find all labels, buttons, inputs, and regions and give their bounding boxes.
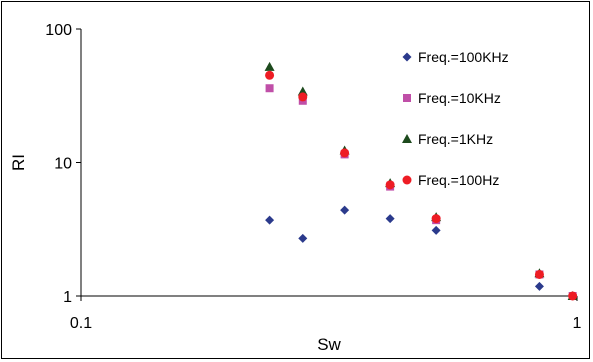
legend-item: Freq.=100KHz — [402, 49, 509, 65]
data-point — [340, 148, 350, 158]
legend-label: Freq.=100KHz — [418, 49, 509, 65]
data-point — [298, 233, 308, 243]
data-point — [265, 215, 275, 225]
legend-item: Freq.=1KHz — [402, 131, 493, 147]
data-point — [534, 269, 544, 279]
legend-label: Freq.=100Hz — [418, 172, 499, 188]
y-axis-title: RI — [9, 154, 28, 171]
y-tick-label: 100 — [45, 22, 72, 39]
series-1 — [265, 84, 577, 300]
legend-label: Freq.=1KHz — [418, 131, 493, 147]
data-point — [385, 180, 395, 190]
data-point — [264, 61, 275, 71]
legend-marker — [402, 52, 412, 62]
data-point — [431, 214, 441, 224]
legend-marker — [403, 94, 411, 102]
axis-ticks: 1 10 100 0.1 1 — [45, 22, 581, 332]
y-tick-label: 1 — [63, 289, 72, 306]
x-tick-label: 0.1 — [70, 315, 92, 332]
legend-label: Freq.=10KHz — [418, 90, 501, 106]
legend-item: Freq.=100Hz — [402, 172, 499, 188]
series-0 — [265, 205, 578, 301]
data-point — [265, 84, 274, 93]
legend: Freq.=100KHz Freq.=10KHz Freq.=1KHz Freq.=1… — [402, 49, 509, 188]
data-point — [385, 214, 395, 224]
data-point — [534, 281, 544, 291]
data-point — [431, 225, 441, 235]
series-3 — [265, 70, 578, 301]
data-point — [568, 291, 578, 301]
x-tick-label: 1 — [573, 315, 582, 332]
legend-item: Freq.=10KHz — [403, 90, 501, 106]
y-tick-label: 10 — [54, 156, 72, 173]
legend-marker — [402, 134, 412, 143]
data-point — [265, 70, 275, 80]
x-axis-title: Sw — [317, 335, 341, 354]
data-point — [298, 92, 308, 102]
data-point — [340, 205, 350, 215]
data-marks — [264, 61, 578, 301]
plot-area: 1 10 100 0.1 1 — [45, 22, 581, 332]
legend-marker — [402, 175, 412, 185]
